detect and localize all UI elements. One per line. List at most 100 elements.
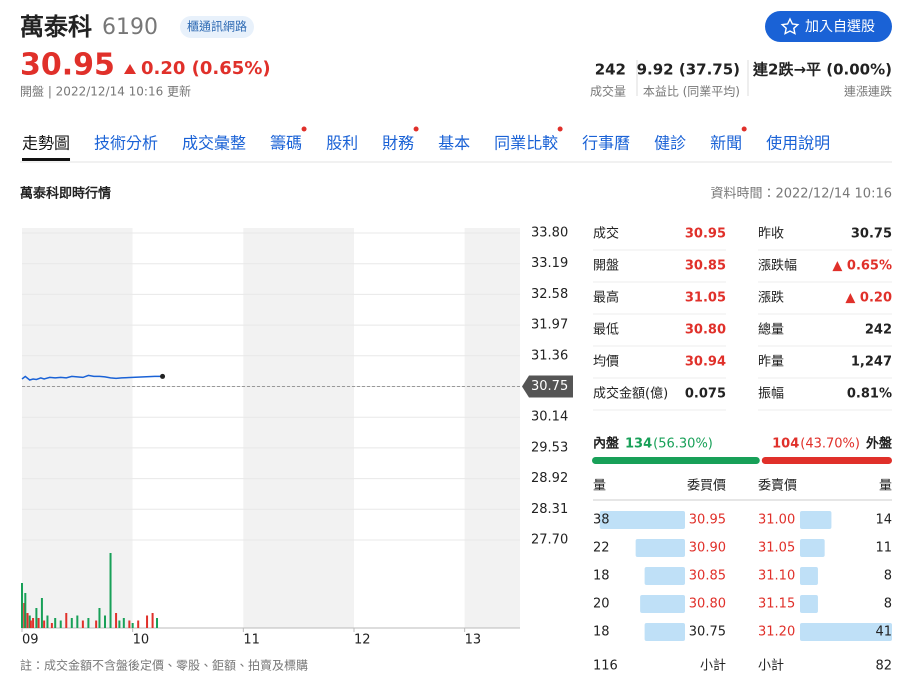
quote-value: 30.85 [685, 259, 726, 274]
bid-total-label: 小計 [700, 658, 726, 674]
tab[interactable]: 技術分析 [94, 134, 158, 153]
y-tick-label: 28.92 [531, 471, 568, 486]
y-tick-label: 30.14 [531, 410, 568, 425]
reference-tag [522, 375, 573, 398]
volume-bar [87, 618, 90, 628]
y-tick-label: 32.58 [531, 287, 568, 302]
stock-code: 6190 [102, 15, 158, 40]
stat-value: 連2跌→平 (0.00%) [752, 61, 892, 79]
volume-bar [50, 623, 53, 628]
quote-label: 成交金額(億) [593, 386, 668, 402]
bid-bar [640, 595, 685, 613]
bid-qty: 38 [593, 513, 610, 528]
inner-outer: 內盤 134 (56.30%) 外盤 (43.70%)104 [592, 436, 892, 464]
volume-bar [151, 613, 154, 628]
quote-value: 30.94 [685, 355, 726, 370]
book-header: 委買價 [687, 479, 726, 494]
volume-bar [21, 583, 23, 628]
volume-bar [70, 618, 73, 628]
volume-bar [81, 620, 84, 628]
price: 30.95 [20, 48, 115, 83]
quote-label: 總量 [758, 322, 784, 338]
inner-volume: 134 [625, 437, 652, 452]
ask-bar [800, 511, 832, 529]
y-tick-label: 30.75 [531, 379, 568, 394]
last-point [160, 373, 166, 379]
y-tick-label: 29.53 [531, 440, 568, 455]
star-icon[interactable] [780, 17, 800, 35]
footnote: 註：成交金額不含盤後定價、零股、鉅額、拍賣及標購 [20, 658, 308, 673]
quote-label: 開盤 [593, 259, 619, 274]
tab[interactable]: 健診 [654, 134, 686, 153]
bid-price: 30.75 [689, 625, 726, 640]
stats: 242 成交量 9.92 (37.75) 本益比 (同業平均) 連2跌→平 (0.00%… [590, 61, 892, 99]
hour-band [132, 228, 244, 628]
outer-label: 外盤 [866, 436, 892, 452]
bid-bar [635, 539, 685, 557]
volume-bar [76, 615, 79, 628]
quote-value: 0.81% [847, 387, 892, 402]
quote-value: 242 [865, 323, 892, 338]
x-tick-label: 12 [354, 633, 371, 648]
bid-qty: 18 [593, 569, 610, 584]
tab[interactable]: 基本 [438, 134, 470, 153]
stat-label: 連漲連跌 [844, 84, 892, 99]
quote-label: 均價 [593, 355, 619, 370]
tab[interactable]: 同業比較 [494, 134, 558, 153]
tab[interactable]: 成交彙整 [182, 134, 246, 153]
ask-bar [800, 567, 818, 585]
bid-qty: 20 [593, 597, 610, 612]
quote-label: 昨收 [758, 227, 784, 242]
bid-price: 30.80 [689, 597, 726, 612]
data-time: 資料時間：2022/12/14 10:16 [710, 187, 892, 202]
inner-percent: (56.30%) [653, 437, 713, 452]
tab[interactable]: 籌碼 [270, 134, 302, 153]
quote-label: 最低 [593, 322, 619, 338]
status: 開盤 | 2022/12/14 10:16 更新 [20, 84, 191, 99]
ask-price: 31.15 [758, 597, 795, 612]
bid-price: 30.85 [689, 569, 726, 584]
tab[interactable]: 財務 [382, 134, 414, 153]
volume-bar [24, 593, 27, 628]
quote-value: 1,247 [851, 355, 892, 370]
outer-bar [761, 457, 892, 464]
button-bg[interactable] [765, 11, 892, 42]
quote-value: 0.075 [685, 387, 726, 402]
tab[interactable]: 走勢圖 [22, 134, 70, 153]
volume-bar [65, 613, 68, 628]
quote-value: 30.95 [685, 227, 726, 242]
volume-bar [122, 618, 125, 628]
volume-bar [46, 615, 49, 628]
bid-bar [644, 567, 685, 585]
industry-tag[interactable]: 櫃通訊網路 [187, 19, 247, 34]
tab[interactable]: 新聞 [710, 134, 742, 153]
hour-band [464, 228, 520, 628]
quote-value: 30.80 [685, 323, 726, 338]
ask-price: 31.05 [758, 541, 795, 556]
tab-underline [22, 158, 71, 161]
button-label[interactable]: 加入自選股 [805, 19, 875, 35]
tab[interactable]: 行事曆 [582, 134, 630, 153]
volume-bar [40, 598, 43, 628]
stat-value: 9.92 (37.75) [637, 61, 740, 79]
inner-label: 內盤 [593, 436, 619, 452]
bid-qty: 18 [593, 625, 610, 640]
stock-name: 萬泰科 [20, 13, 92, 41]
volume-bar [59, 620, 62, 628]
quote-label: 振幅 [758, 387, 784, 402]
ask-bar [800, 539, 825, 557]
x-tick-label: 11 [243, 633, 260, 648]
add-watchlist-button[interactable]: 加入自選股 [765, 11, 892, 42]
y-tick-label: 27.70 [531, 533, 568, 548]
volume-bar [29, 620, 32, 628]
tab[interactable]: 使用說明 [766, 134, 830, 153]
hour-band [243, 228, 354, 628]
stat-label: 成交量 [590, 84, 626, 99]
price-change: 0.20 (0.65%) [141, 58, 271, 79]
ask-price: 31.20 [758, 625, 795, 640]
tab[interactable]: 股利 [326, 134, 358, 153]
quote-table: 成交 30.95 開盤 30.85 最高 31.05 最低 30.80 均價 30.94 成交金額(… [593, 226, 892, 411]
book-header: 量 [593, 479, 606, 494]
